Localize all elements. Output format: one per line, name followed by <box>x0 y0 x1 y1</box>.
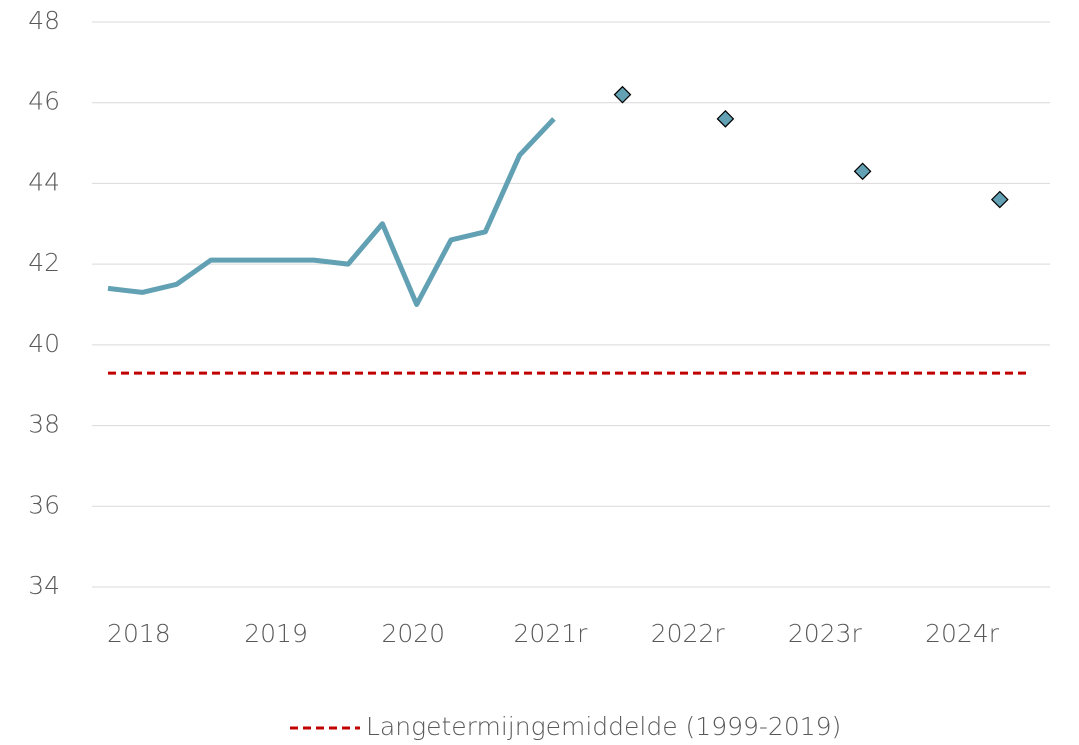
data-point <box>716 110 735 128</box>
y-tick-label: 44 <box>28 167 60 196</box>
data-point <box>990 190 1009 209</box>
x-tick-label: 2018 <box>107 619 171 648</box>
y-tick-label: 38 <box>28 410 60 439</box>
x-tick-label: 2023r <box>788 619 863 648</box>
x-tick-label: 2021r <box>514 619 589 648</box>
data-point <box>853 162 872 181</box>
x-tick-label: 2019 <box>244 619 308 648</box>
data-line <box>107 117 556 307</box>
y-tick-label: 40 <box>28 329 60 358</box>
y-tick-label: 48 <box>28 6 60 35</box>
x-tick-label: 2020 <box>381 619 445 648</box>
x-tick-label: 2024r <box>925 619 1000 648</box>
data-point <box>613 85 632 104</box>
x-tick-label: 2022r <box>651 619 726 648</box>
y-tick-label: 36 <box>28 490 60 519</box>
y-tick-label: 46 <box>28 87 60 116</box>
legend-label: Langetermijngemiddelde (1999-2019) <box>366 712 841 741</box>
y-tick-label: 42 <box>28 248 60 277</box>
y-tick-label: 34 <box>28 571 60 600</box>
